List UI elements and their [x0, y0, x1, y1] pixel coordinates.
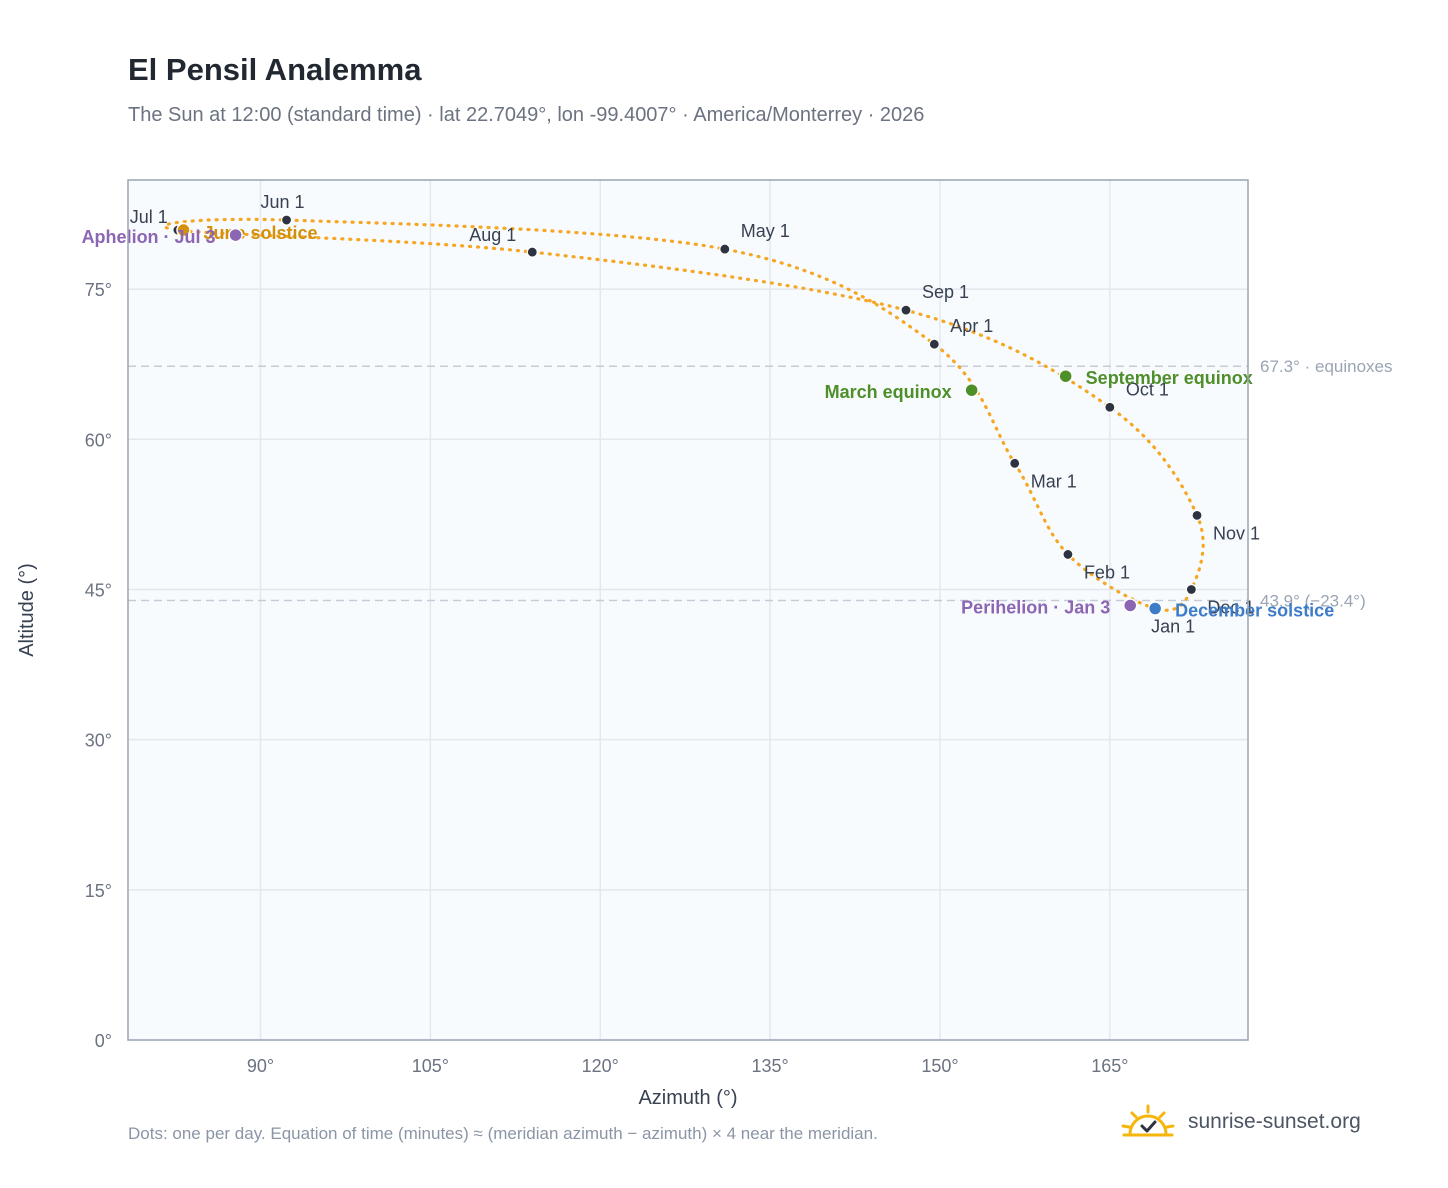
y-tick-label: 60°	[85, 430, 112, 450]
reference-line-label: 43.9° (−23.4°)	[1260, 591, 1366, 610]
y-tick-label: 45°	[85, 580, 112, 600]
event-marker	[1122, 598, 1138, 613]
month-marker	[280, 214, 293, 226]
x-tick-label: 165°	[1091, 1056, 1128, 1076]
month-marker-label: Dec 1	[1207, 597, 1254, 617]
x-axis-ticks: 90° 105° 120° 135° 150° 165°	[247, 1056, 1129, 1076]
y-axis-label: Altitude (°)	[16, 563, 38, 657]
x-tick-label: 150°	[921, 1056, 958, 1076]
x-axis-label: Azimuth (°)	[638, 1087, 737, 1109]
month-markers: Jan 1 Feb 1 Mar 1 Apr 1 May 1 Jun 1 Jul 1 Aug 1…	[130, 192, 1260, 636]
month-marker	[900, 304, 912, 316]
month-marker-label: Jul 1	[130, 207, 168, 227]
event-marker	[1058, 368, 1073, 384]
chart-subtitle: The Sun at 12:00 (standard time) · lat 2…	[128, 104, 925, 126]
event-label: March equinox	[825, 382, 952, 402]
y-tick-label: 0°	[95, 1031, 112, 1051]
event-label: September equinox	[1086, 368, 1253, 388]
month-marker-label: Nov 1	[1213, 523, 1260, 543]
month-marker	[1185, 583, 1197, 596]
month-marker-label: Aug 1	[469, 225, 516, 245]
month-marker	[1009, 457, 1021, 469]
month-marker-label: Feb 1	[1084, 562, 1130, 582]
y-axis-ticks: 0° 15° 30° 45° 60° 75°	[85, 280, 112, 1051]
plot-frame	[127, 179, 1249, 1041]
month-marker-label: Mar 1	[1031, 471, 1077, 491]
x-tick-label: 105°	[412, 1056, 449, 1076]
reference-lines: 67.3° · equinoxes 43.9° (−23.4°)	[128, 357, 1393, 610]
month-marker-label: Sep 1	[922, 282, 969, 302]
sun-check-icon	[1121, 1104, 1175, 1137]
event-markers: March equinox September equinox June solst…	[82, 222, 1334, 620]
brand-name: sunrise-sunset.org	[1188, 1110, 1361, 1133]
x-tick-label: 135°	[751, 1056, 788, 1076]
event-marker	[964, 382, 979, 398]
month-marker-label: Jun 1	[261, 192, 305, 212]
event-marker	[228, 227, 243, 243]
x-tick-label: 120°	[582, 1056, 619, 1076]
y-tick-label: 15°	[85, 881, 112, 901]
event-marker	[176, 222, 191, 238]
brand[interactable]: sunrise-sunset.org	[1120, 1104, 1361, 1140]
month-marker-label: Apr 1	[950, 316, 993, 336]
footnote: Dots: one per day. Equation of time (min…	[128, 1124, 878, 1143]
event-label: Aphelion · Jul 3	[82, 227, 216, 247]
event-label: December solstice	[1175, 600, 1334, 620]
event-marker	[1147, 601, 1163, 616]
month-marker	[928, 338, 940, 350]
y-tick-label: 30°	[85, 731, 112, 751]
month-marker	[526, 246, 538, 258]
month-marker	[1191, 509, 1203, 521]
month-marker	[1062, 548, 1074, 561]
reference-line-label: 67.3° · equinoxes	[1260, 357, 1393, 376]
month-marker-label: May 1	[741, 221, 790, 241]
chart-title: El Pensil Analemma	[128, 52, 422, 87]
month-marker-label: Jan 1	[1151, 616, 1195, 636]
y-tick-label: 75°	[85, 280, 112, 300]
plot-area	[128, 180, 1248, 1040]
x-tick-label: 90°	[247, 1056, 274, 1076]
event-label: Perihelion · Jan 3	[961, 597, 1110, 617]
event-label: June solstice	[203, 223, 317, 243]
month-marker	[719, 243, 731, 255]
month-marker-label: Oct 1	[1126, 379, 1169, 399]
month-marker	[1104, 401, 1116, 413]
